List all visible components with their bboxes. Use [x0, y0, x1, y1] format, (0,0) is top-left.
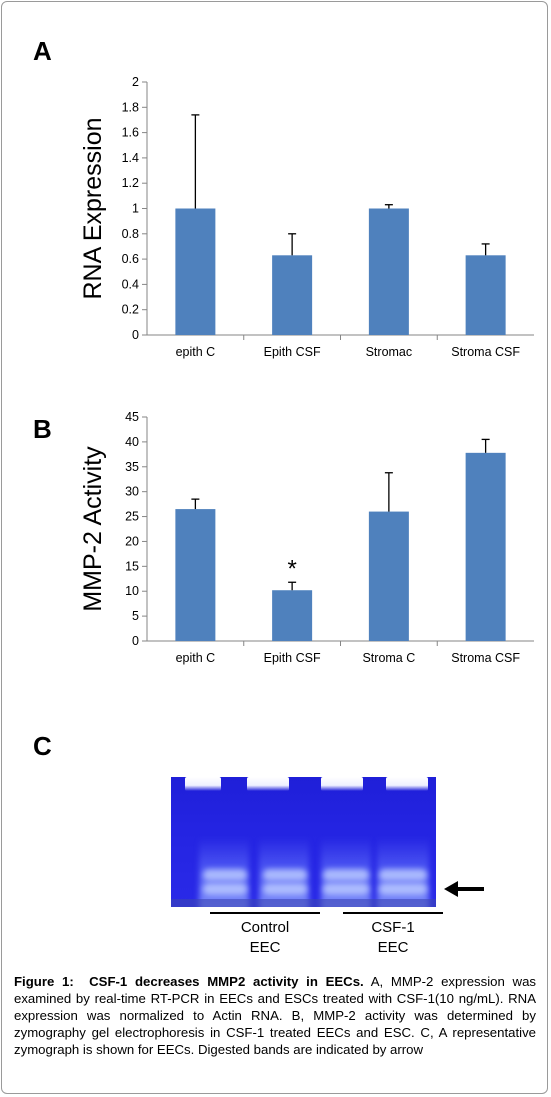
y-tick-label: 0.4	[122, 277, 139, 291]
control-group-line	[210, 912, 320, 914]
y-tick-label: 40	[125, 435, 139, 449]
bar	[465, 452, 506, 641]
y-axis-label: MMP-2 Activity	[79, 446, 107, 612]
gel-well	[386, 777, 428, 791]
y-tick-label: 20	[125, 534, 139, 548]
bar	[175, 208, 216, 335]
gel-band	[203, 883, 247, 895]
y-tick-label: 45	[125, 410, 139, 424]
y-tick-label: 1.6	[122, 126, 139, 140]
gel-bottom-edge	[171, 899, 436, 907]
y-axis-label: RNA Expression	[79, 117, 107, 299]
bar	[368, 208, 409, 335]
category-label: epith C	[176, 345, 216, 359]
chart-a-rna-expression: 0 0.2 0.4 0.6 0.8 1 1.2 1.4 1.6 1.8 2 RNA Expressio…	[79, 75, 534, 359]
panel-letter-c: C	[33, 731, 52, 761]
csf1-group-label: CSF-1 EEC	[371, 919, 415, 956]
control-group-label: Control EEC	[240, 919, 290, 956]
category-label: epith C	[176, 651, 216, 665]
figure-caption: Figure 1: CSF-1 decreases MMP2 activity …	[14, 973, 536, 1058]
y-tick-label: 5	[132, 609, 139, 623]
chart-b-mmp2-activity: 0 5 10 15 20 25 30 35 40 45 MMP-2 Activity epith C E…	[79, 410, 534, 665]
gel-band	[263, 883, 307, 895]
gel-well	[185, 777, 221, 791]
y-tick-label: 1.8	[122, 100, 139, 114]
caption-text: A, MMP-2 expression was examined by real…	[14, 974, 537, 1057]
category-label: Stromac	[366, 345, 413, 359]
csf1-group-line	[343, 912, 443, 914]
panel-letter-b: B	[33, 414, 52, 444]
y-tick-label: 2	[132, 75, 139, 89]
panel-letter-a: A	[33, 36, 52, 66]
category-label: Epith CSF	[264, 651, 321, 665]
category-label: Stroma CSF	[451, 651, 520, 665]
y-tick-label: 1.2	[122, 176, 139, 190]
y-tick-label: 0.6	[122, 252, 139, 266]
category-label: Epith CSF	[264, 345, 321, 359]
gel-band	[263, 869, 307, 881]
y-tick-label: 0.8	[122, 227, 139, 241]
y-tick-label: 0	[132, 634, 139, 648]
y-tick-label: 1	[132, 202, 139, 216]
gel-band	[323, 883, 369, 895]
gel-well	[247, 777, 289, 791]
zymograph-gel	[171, 777, 436, 907]
y-tick-label: 0.2	[122, 303, 139, 317]
gel-band	[323, 869, 369, 881]
y-tick-label: 0	[132, 328, 139, 342]
bar	[272, 590, 313, 641]
bar	[465, 255, 506, 335]
bar	[175, 509, 216, 641]
bar	[272, 255, 313, 335]
gel-band	[379, 883, 427, 895]
significance-marker: *	[287, 555, 296, 582]
category-label: Stroma CSF	[451, 345, 520, 359]
caption-title: CSF-1 decreases MMP2 activity in EECs.	[89, 974, 364, 989]
y-tick-label: 25	[125, 510, 139, 524]
left-arrow-icon	[444, 881, 484, 897]
gel-band	[203, 869, 247, 881]
caption-label: Figure 1:	[14, 974, 74, 989]
y-tick-label: 1.4	[122, 151, 139, 165]
y-tick-label: 35	[125, 460, 139, 474]
gel-band	[379, 869, 427, 881]
gel-well	[321, 777, 363, 791]
y-tick-label: 30	[125, 485, 139, 499]
y-tick-label: 15	[125, 559, 139, 573]
bar	[368, 511, 409, 641]
y-tick-label: 10	[125, 584, 139, 598]
category-label: Stroma C	[362, 651, 415, 665]
